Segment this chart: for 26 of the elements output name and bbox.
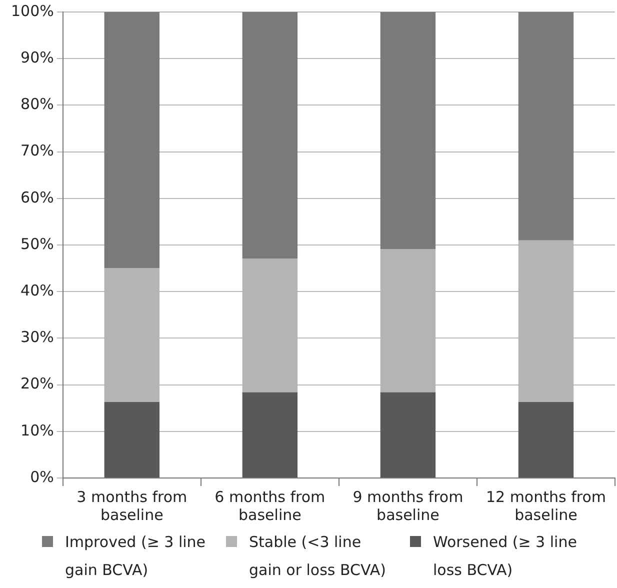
y-tick-label: 0% <box>30 468 54 486</box>
bar <box>242 12 298 259</box>
y-tick-label: 90% <box>20 48 54 66</box>
bar <box>518 12 574 240</box>
legend-label: Stable (<3 line gain or loss BCVA) <box>249 532 387 581</box>
y-tick-label: 100% <box>10 2 54 20</box>
bar <box>380 392 436 478</box>
bar <box>104 12 160 268</box>
y-tick-label: 20% <box>20 374 54 393</box>
y-tick-label: 30% <box>20 328 54 346</box>
x-tick-label: 9 months from baseline <box>352 488 464 524</box>
y-tick-label: 60% <box>20 188 54 206</box>
x-tick-label: 3 months from baseline <box>76 488 188 524</box>
legend-label: Worsened (≥ 3 line loss BCVA) <box>433 532 578 581</box>
y-tick-label: 10% <box>20 421 54 440</box>
legend-label: Improved (≥ 3 line gain BCVA) <box>65 532 207 581</box>
y-tick-label: 80% <box>20 95 54 114</box>
bar <box>518 402 574 478</box>
bar <box>104 402 160 478</box>
x-tick-label: 12 months from baseline <box>486 488 606 524</box>
y-tick-label: 40% <box>20 281 54 300</box>
y-tick-label: 50% <box>20 234 54 253</box>
x-tick-label: 6 months from baseline <box>214 488 326 524</box>
bar <box>380 12 436 250</box>
y-tick-label: 70% <box>20 142 54 160</box>
bar <box>242 392 298 478</box>
